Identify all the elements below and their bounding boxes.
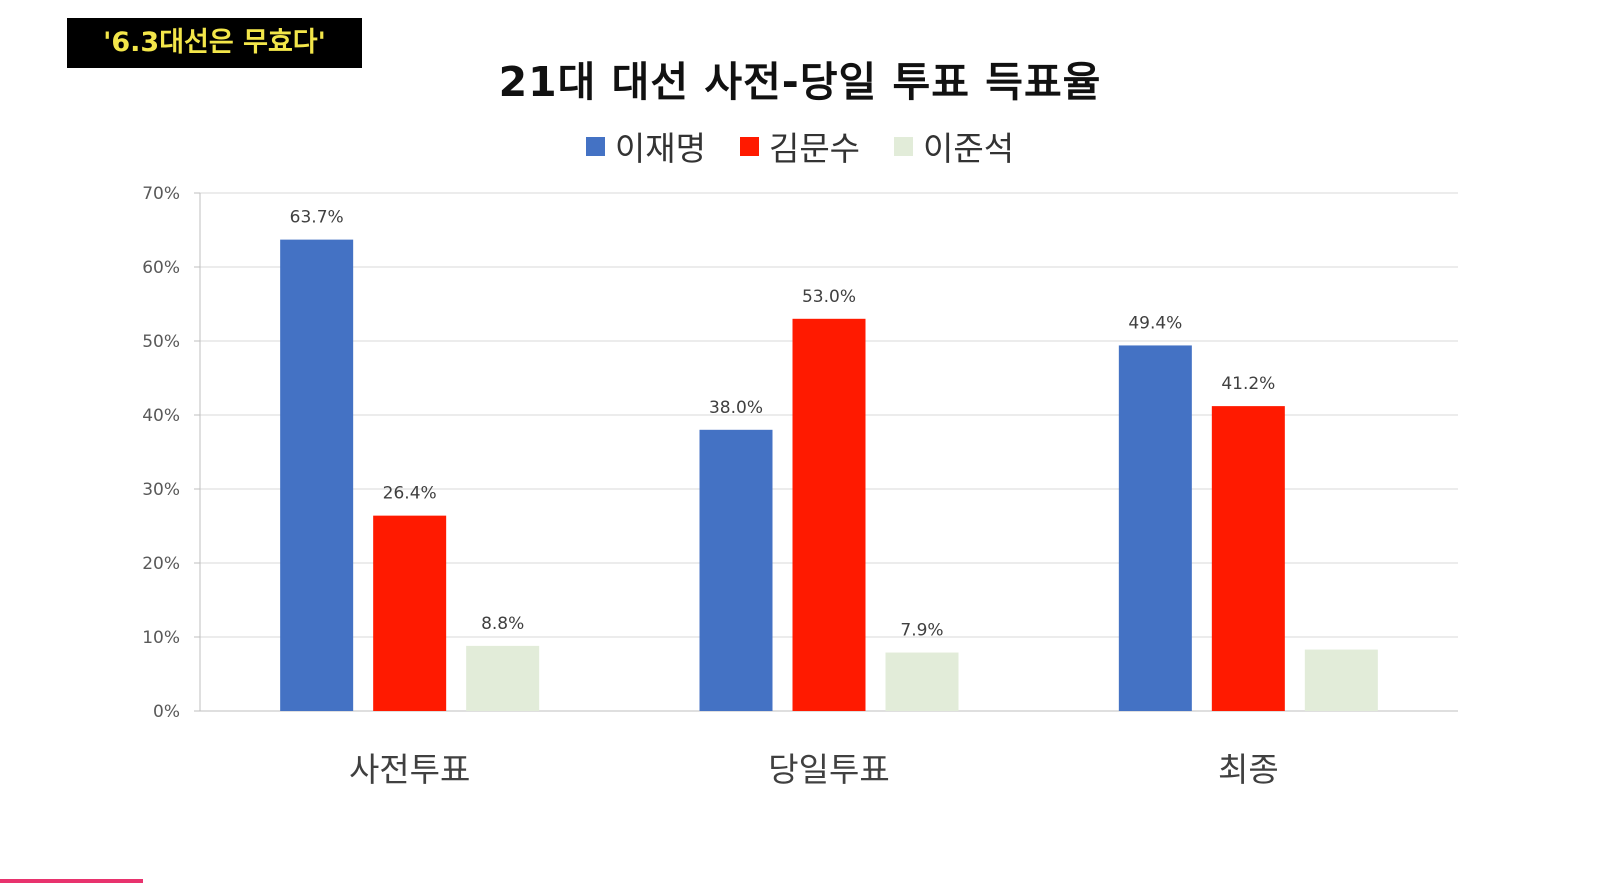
category-label: 사전투표: [349, 750, 470, 789]
data-label-series-0-0: 63.7%: [290, 208, 344, 228]
data-label-series-0-1: 38.0%: [709, 398, 763, 418]
legend-item-series-2: 이준석: [894, 122, 1014, 170]
legend-swatch-series-0: [585, 136, 605, 156]
bar-series-0-0: [280, 239, 354, 711]
bar-series-2-2: [1304, 649, 1378, 711]
y-tick-label: 30%: [142, 480, 180, 500]
legend-label-series-2: 이준석: [923, 129, 1015, 168]
y-tick-label: 0%: [153, 702, 180, 722]
data-label-series-1-2: 41.2%: [1221, 374, 1275, 394]
data-label-series-2-0: 8.8%: [481, 614, 524, 634]
y-tick-label: 70%: [142, 184, 180, 204]
legend-label-series-1: 김문수: [768, 129, 861, 168]
badge-label: '6.3대선은 무효다': [67, 18, 362, 68]
y-tick-label: 10%: [142, 628, 180, 648]
bar-series-0-1: [699, 429, 773, 711]
category-label: 최종: [1218, 750, 1279, 789]
bar-series-0-2: [1118, 345, 1192, 711]
legend-item-series-1: 김문수: [739, 122, 861, 170]
data-label-series-0-2: 49.4%: [1128, 313, 1182, 333]
y-tick-label: 20%: [142, 554, 180, 574]
chart-title: 21대 대선 사전-당일 투표 득표율: [498, 58, 1102, 106]
bar-series-1-2: [1211, 406, 1285, 711]
y-tick-label: 40%: [142, 406, 180, 426]
data-label-series-1-0: 26.4%: [383, 484, 437, 504]
legend-item-series-0: 이재명: [585, 122, 706, 170]
chart-legend: 이재명 김문수 이준석: [0, 122, 1600, 170]
bar-series-2-1: [885, 652, 959, 711]
y-tick-label: 50%: [142, 332, 180, 352]
legend-swatch-series-1: [739, 136, 759, 156]
data-label-series-2-1: 7.9%: [900, 621, 943, 641]
bar-series-1-0: [373, 515, 447, 711]
bar-series-1-1: [792, 318, 866, 711]
legend-swatch-series-2: [894, 136, 914, 156]
bar-series-2-0: [466, 645, 540, 711]
y-tick-label: 60%: [142, 258, 180, 278]
data-label-series-1-1: 53.0%: [802, 287, 856, 307]
decorative-accent-line: [0, 879, 143, 883]
category-label: 당일투표: [768, 750, 889, 789]
legend-label-series-0: 이재명: [614, 129, 706, 168]
